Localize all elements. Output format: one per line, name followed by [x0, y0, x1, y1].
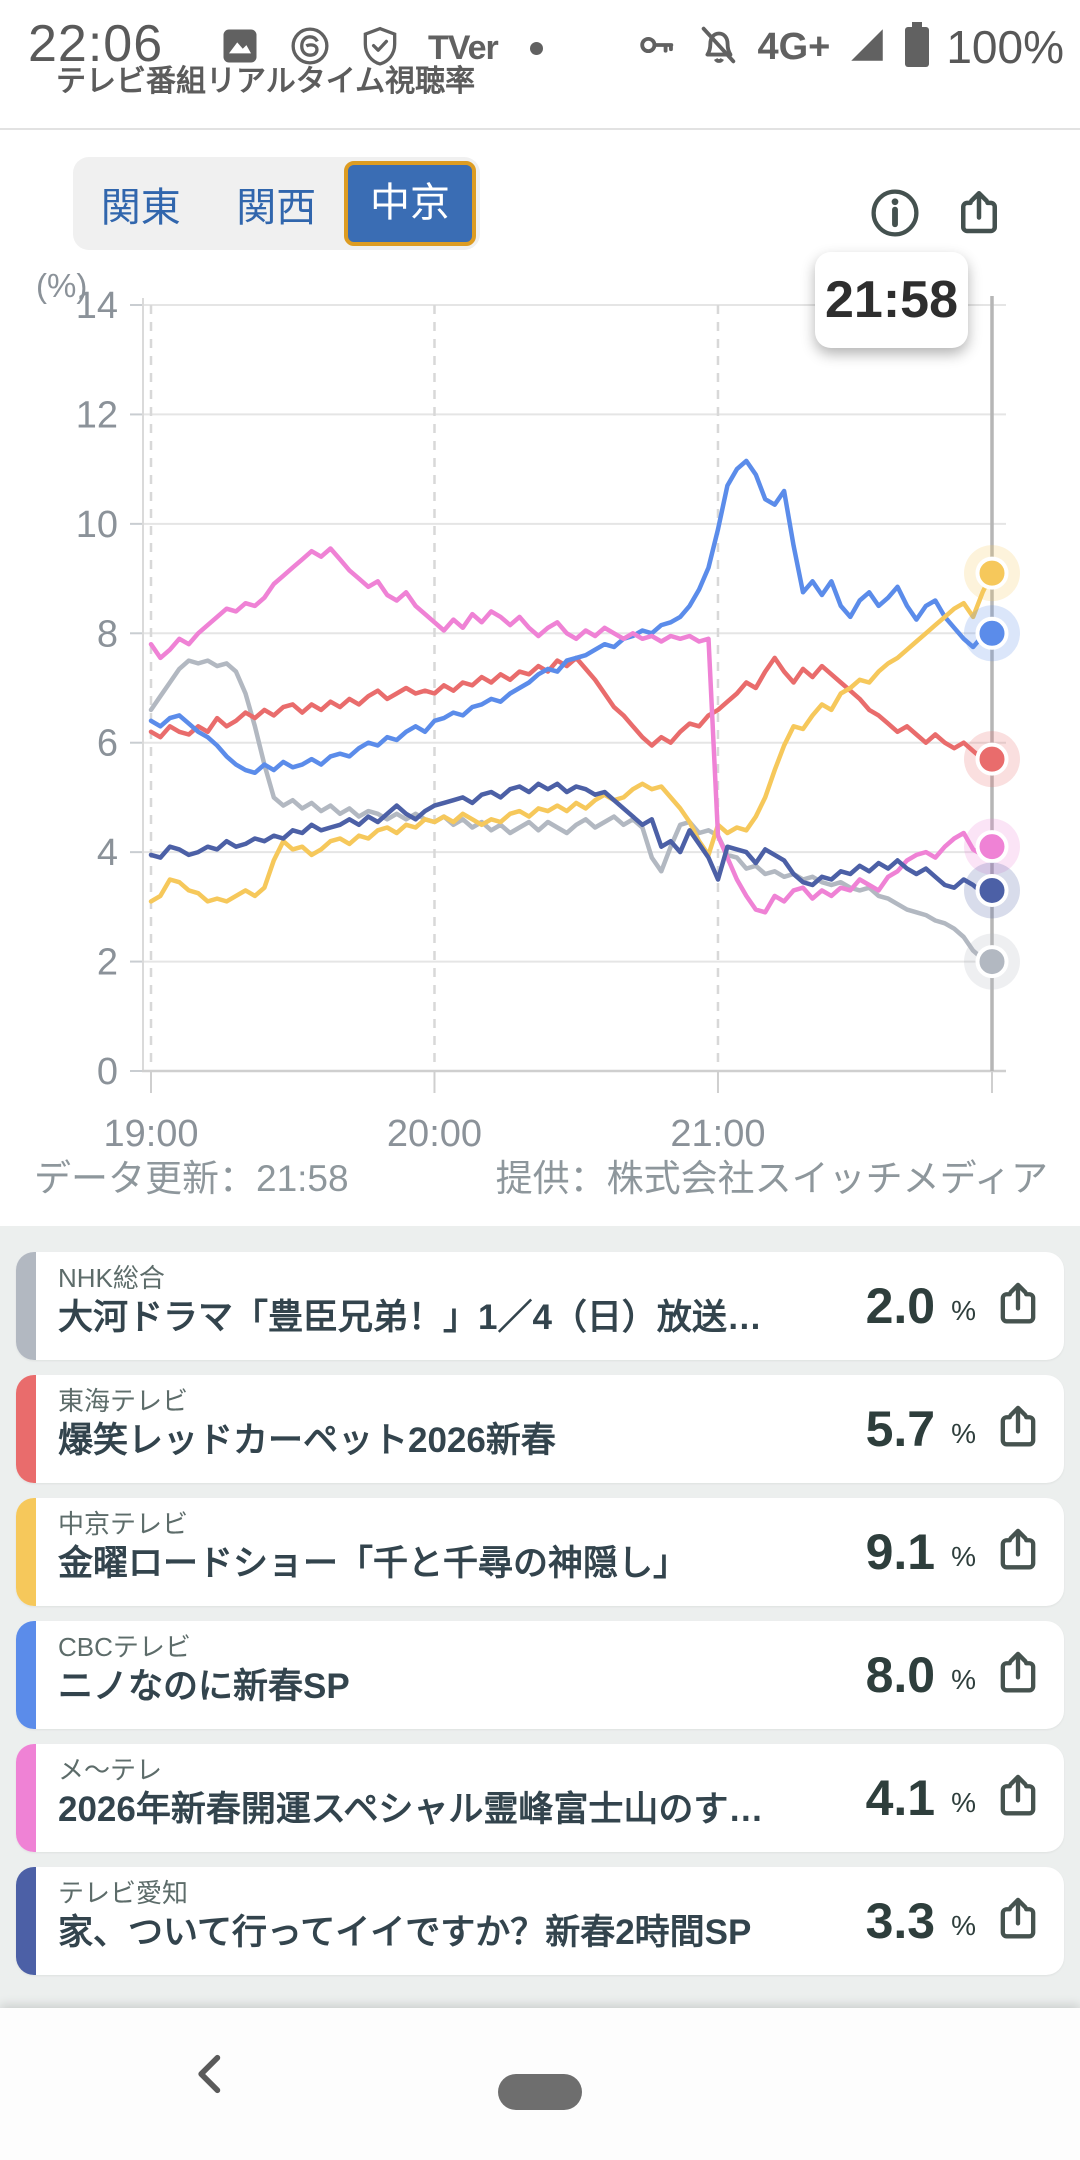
share-program-button[interactable] [992, 1893, 1044, 1950]
series-color-bar [16, 1252, 36, 1360]
rating-value: 3.3 [865, 1893, 936, 1949]
series-line-4 [148, 546, 995, 915]
rating-value: 4.1 [865, 1770, 936, 1826]
gallery-notification-icon [218, 24, 262, 73]
page-title: テレビ番組リアルタイム視聴率 [56, 65, 476, 98]
series-end-dot-3 [975, 556, 1009, 590]
y-unit-label: (%) [36, 267, 87, 304]
data-updated-label: データ更新：21:58 [34, 1158, 349, 1199]
series-color-bar [16, 1867, 36, 1975]
tab-kanto[interactable]: 関東 [100, 185, 181, 230]
rating-unit: % [951, 1418, 976, 1449]
rating-chart[interactable]: 0 2 4 6 8 10 12 14(%) 19:00 20:00 21:00 [0, 0, 1080, 1210]
battery-icon [904, 21, 930, 73]
series-line-1 [148, 655, 995, 762]
data-provider-label: 提供：株式会社スイッチメディア [495, 1158, 1048, 1199]
series-end-dot-5 [975, 873, 1009, 907]
series-color-bar [16, 1621, 36, 1729]
share-program-button[interactable] [992, 1401, 1044, 1458]
series-end-dot-4 [975, 830, 1009, 864]
system-nav-bar [0, 2008, 1080, 2160]
xtick-label: 19:00 [103, 1113, 198, 1155]
ytick-label: 14 [76, 285, 118, 327]
shield-check-notification-icon [358, 24, 402, 73]
ytick-label: 2 [97, 942, 118, 984]
signal-strength-icon [846, 24, 888, 71]
tver-notification-icon: TVer [428, 29, 499, 67]
status-bar: 22:06 TVer 4G+ [0, 0, 1080, 92]
rating-unit: % [951, 1787, 976, 1818]
notification-dot-icon [529, 42, 543, 55]
threads-notification-icon [288, 24, 332, 73]
share-program-button[interactable] [992, 1524, 1044, 1581]
key-icon [633, 22, 679, 73]
series-line-5 [148, 781, 995, 896]
clock: 22:06 [28, 15, 164, 73]
program-title: 金曜ロードショー「千と千尋の神隠し」 [58, 1544, 689, 1583]
network-type: 4G+ [757, 25, 831, 68]
station-name: テレビ愛知 [58, 1878, 189, 1908]
station-name: メ〜テレ [58, 1755, 163, 1785]
rating-value: 5.7 [865, 1401, 936, 1457]
program-card-metele[interactable]: メ〜テレ 2026年新春開運スペシャル霊峰富士山のす… 4.1 % [16, 1744, 1064, 1852]
series-color-bar [16, 1375, 36, 1483]
info-button[interactable] [868, 186, 922, 240]
tab-kansai[interactable]: 関西 [236, 185, 317, 230]
program-list-section: NHK総合 大河ドラマ「豊臣兄弟！」1／4（日）放送… 2.0 % 東海テレビ … [0, 1226, 1080, 2008]
program-title: ニノなのに新春SP [58, 1667, 350, 1706]
header-divider [0, 128, 1080, 130]
share-program-button[interactable] [992, 1278, 1044, 1335]
ytick-label: 12 [76, 394, 118, 436]
series-line-3 [148, 570, 995, 904]
program-card-tokai[interactable]: 東海テレビ 爆笑レッドカーペット2026新春 5.7 % [16, 1375, 1064, 1483]
series-color-bar [16, 1744, 36, 1852]
xtick-label: 20:00 [387, 1113, 482, 1155]
share-program-button[interactable] [992, 1770, 1044, 1827]
share-button[interactable] [952, 186, 1006, 240]
program-card-tvaichi[interactable]: テレビ愛知 家、ついて行ってイイですか？新春2時間SP 3.3 % [16, 1867, 1064, 1975]
region-tab-bar: 関東 関西 中京 [73, 157, 480, 250]
program-card-cbc[interactable]: CBCテレビ ニノなのに新春SP 8.0 % [16, 1621, 1064, 1729]
station-name: NHK総合 [58, 1263, 165, 1293]
mute-bell-icon [695, 22, 741, 73]
program-title: 2026年新春開運スペシャル霊峰富士山のす… [58, 1790, 764, 1829]
rating-unit: % [951, 1295, 976, 1326]
battery-percent: 100% [946, 21, 1064, 73]
program-card-chukyo[interactable]: 中京テレビ 金曜ロードショー「千と千尋の神隠し」 9.1 % [16, 1498, 1064, 1606]
program-list: NHK総合 大河ドラマ「豊臣兄弟！」1／4（日）放送… 2.0 % 東海テレビ … [16, 1252, 1064, 1975]
ytick-label: 8 [97, 613, 118, 655]
station-name: CBCテレビ [58, 1632, 191, 1662]
ytick-label: 6 [97, 723, 118, 765]
rating-unit: % [951, 1664, 976, 1695]
back-button[interactable] [186, 2048, 238, 2105]
ytick-label: 4 [97, 832, 118, 874]
station-name: 中京テレビ [58, 1509, 189, 1539]
home-pill-button[interactable] [498, 2074, 582, 2110]
share-program-button[interactable] [992, 1647, 1044, 1704]
ytick-label: 10 [76, 504, 118, 546]
rating-value: 8.0 [865, 1647, 936, 1703]
rating-unit: % [951, 1910, 976, 1941]
xtick-label: 21:00 [670, 1113, 765, 1155]
program-title: 家、ついて行ってイイですか？新春2時間SP [58, 1913, 752, 1952]
series-end-dot-1 [975, 742, 1009, 776]
program-card-nhk[interactable]: NHK総合 大河ドラマ「豊臣兄弟！」1／4（日）放送… 2.0 % [16, 1252, 1064, 1360]
rating-value: 9.1 [865, 1524, 936, 1580]
series-line-2 [148, 458, 995, 776]
series-end-dot-0 [975, 945, 1009, 979]
series-end-dot-2 [975, 616, 1009, 650]
program-title: 大河ドラマ「豊臣兄弟！」1／4（日）放送… [58, 1298, 762, 1337]
program-title: 爆笑レッドカーペット2026新春 [58, 1421, 556, 1460]
tab-chukyo[interactable]: 中京 [344, 161, 476, 246]
ytick-label: 0 [97, 1051, 118, 1093]
station-name: 東海テレビ [58, 1386, 189, 1416]
series-color-bar [16, 1498, 36, 1606]
rating-unit: % [951, 1541, 976, 1572]
rating-value: 2.0 [865, 1278, 936, 1334]
time-cursor-tooltip: 21:58 [815, 252, 968, 348]
